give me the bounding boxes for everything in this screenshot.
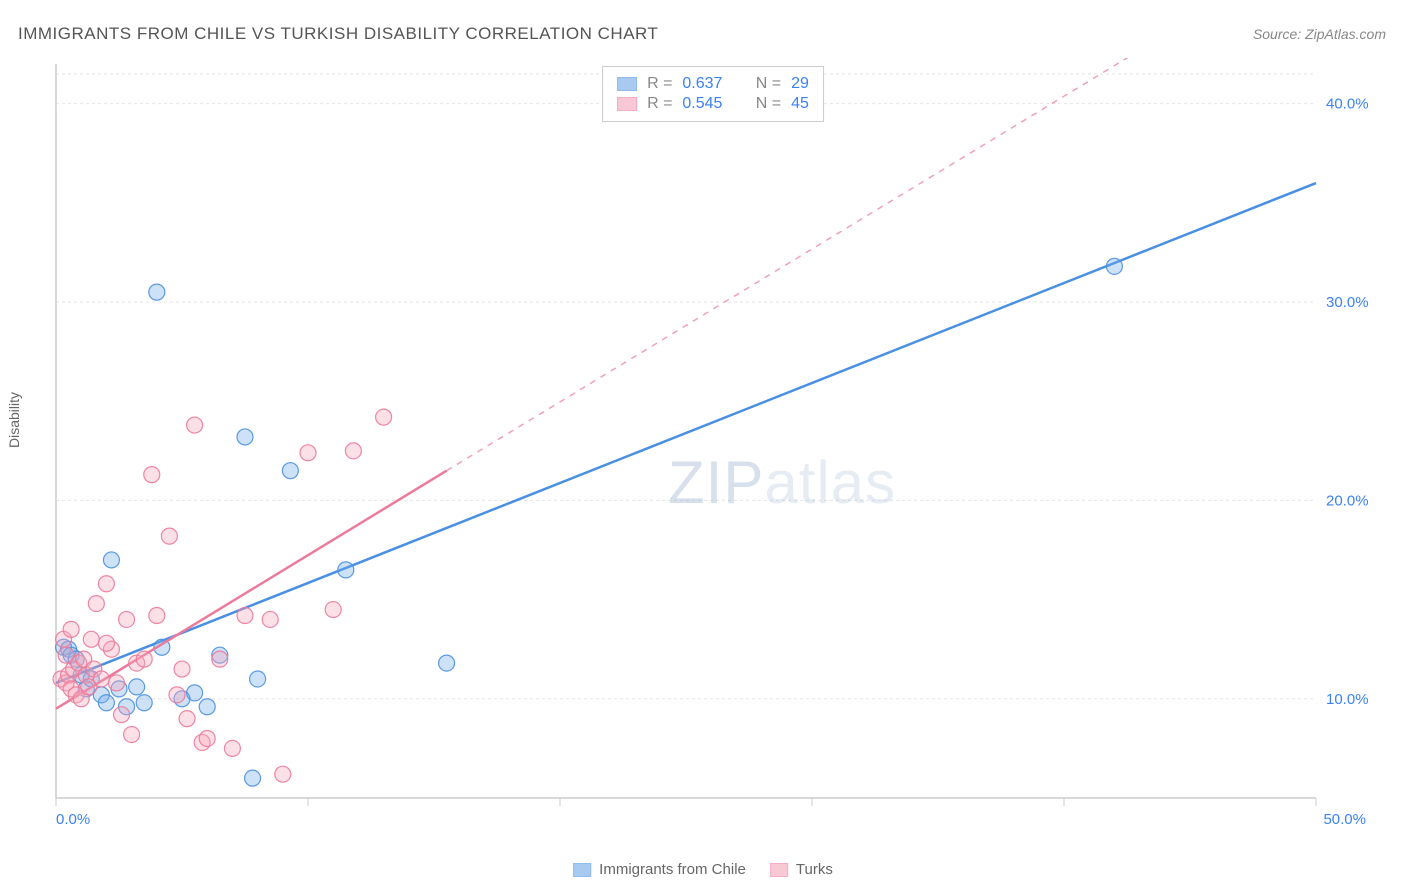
legend-row: R = 0.637 N = 29 <box>617 75 809 93</box>
y-axis-label: Disability <box>6 392 22 448</box>
legend-swatch <box>617 97 637 111</box>
svg-text:20.0%: 20.0% <box>1326 492 1369 509</box>
svg-text:50.0%: 50.0% <box>1323 811 1366 828</box>
series-legend: Immigrants from Chile Turks <box>573 861 833 878</box>
series-legend-item: Immigrants from Chile <box>573 861 746 878</box>
legend-n-label: N = <box>756 75 781 93</box>
header: IMMIGRANTS FROM CHILE VS TURKISH DISABIL… <box>18 24 1386 44</box>
chart-title: IMMIGRANTS FROM CHILE VS TURKISH DISABIL… <box>18 24 658 44</box>
legend-row: R = 0.545 N = 45 <box>617 95 809 113</box>
legend-n-label: N = <box>756 95 781 113</box>
series-name: Turks <box>796 861 833 878</box>
legend-n-value: 45 <box>791 95 809 113</box>
source-attribution: Source: ZipAtlas.com <box>1253 26 1386 42</box>
legend-r-value: 0.637 <box>682 75 722 93</box>
legend-swatch <box>770 863 788 877</box>
legend-r-label: R = <box>647 95 672 113</box>
legend-swatch <box>617 77 637 91</box>
scatter-plot-svg: 10.0% 20.0% 30.0% 40.0% 0.0% 50.0% <box>48 58 1378 828</box>
chart-area: 10.0% 20.0% 30.0% 40.0% 0.0% 50.0% R = 0.637 … <box>48 58 1378 828</box>
series-name: Immigrants from Chile <box>599 861 746 878</box>
svg-text:0.0%: 0.0% <box>56 811 90 828</box>
series-legend-item: Turks <box>770 861 833 878</box>
correlation-legend: R = 0.637 N = 29R = 0.545 N = 45 <box>602 66 824 122</box>
svg-text:40.0%: 40.0% <box>1326 96 1369 113</box>
legend-swatch <box>573 863 591 877</box>
legend-n-value: 29 <box>791 75 809 93</box>
legend-r-value: 0.545 <box>682 95 722 113</box>
legend-r-label: R = <box>647 75 672 93</box>
svg-text:30.0%: 30.0% <box>1326 294 1369 311</box>
svg-text:10.0%: 10.0% <box>1326 691 1369 708</box>
